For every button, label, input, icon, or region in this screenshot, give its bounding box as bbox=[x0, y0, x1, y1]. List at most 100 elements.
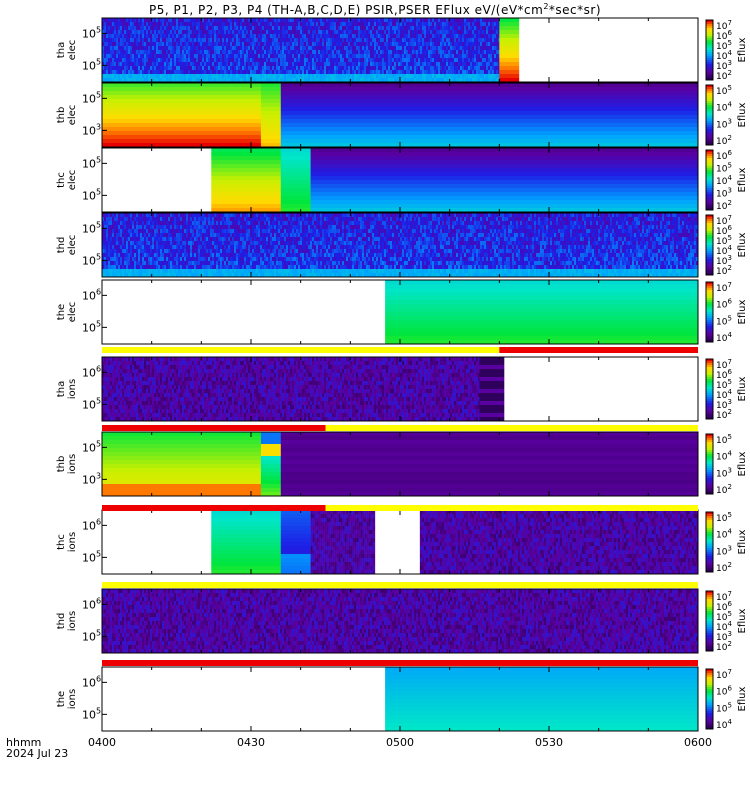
spectrogram-cell bbox=[262, 233, 265, 238]
spectrogram-cell bbox=[256, 225, 259, 230]
spectrogram-cell bbox=[314, 78, 317, 83]
spectrogram-cell bbox=[130, 253, 133, 258]
colorbar-cell bbox=[706, 111, 713, 114]
spectrogram-cell bbox=[338, 46, 341, 51]
spectrogram-cell bbox=[238, 225, 241, 230]
spectrogram-cell bbox=[262, 78, 265, 83]
spectrogram-cell bbox=[276, 18, 279, 23]
spectrogram-cell bbox=[138, 225, 141, 230]
spectrogram-cell bbox=[448, 46, 451, 51]
spectrogram-cell bbox=[474, 34, 477, 39]
spectrogram-cell bbox=[246, 245, 249, 250]
spectrogram-cell bbox=[274, 22, 277, 27]
spectrogram-cell bbox=[212, 265, 215, 270]
spectrogram-cell bbox=[178, 253, 181, 258]
spectrogram-cell bbox=[210, 62, 213, 67]
spectrogram-cell bbox=[128, 217, 131, 222]
spectrogram-cell bbox=[328, 30, 331, 35]
spectrogram-cell bbox=[280, 245, 283, 250]
spectrogram-cell bbox=[152, 38, 155, 43]
spectrogram-cell bbox=[252, 46, 255, 51]
spectrogram-cell bbox=[216, 70, 219, 75]
spectrogram-cell bbox=[276, 58, 279, 63]
spectrogram-cell bbox=[280, 66, 283, 71]
spectrogram-cell bbox=[186, 225, 189, 230]
spectrogram-cell bbox=[372, 54, 375, 59]
spectrogram-cell bbox=[298, 50, 301, 55]
spectrogram-cell bbox=[478, 70, 481, 75]
spectrogram-cell bbox=[450, 22, 453, 27]
spectrogram-cell bbox=[444, 46, 447, 51]
spectrogram-cell bbox=[302, 34, 305, 39]
spectrogram-cell bbox=[366, 78, 369, 83]
spectrogram-cell bbox=[240, 58, 243, 63]
spectrogram-cell bbox=[116, 241, 119, 246]
spectrogram-cell bbox=[266, 229, 269, 234]
spectrogram-cell bbox=[240, 245, 243, 250]
spectrogram-cell bbox=[436, 42, 439, 47]
spectrogram-cell bbox=[140, 237, 143, 242]
spectrogram-cell bbox=[254, 249, 257, 254]
spectrogram-cell bbox=[410, 58, 413, 63]
spectrogram-cell bbox=[270, 70, 273, 75]
spectrogram-cell bbox=[108, 213, 111, 218]
spectrogram-cell bbox=[146, 213, 149, 218]
colorbar-cell bbox=[706, 38, 713, 41]
spectrogram-cell bbox=[194, 213, 197, 218]
colorbar-cell bbox=[706, 174, 713, 177]
spectrogram-cell bbox=[140, 50, 143, 55]
spectrogram-cell bbox=[228, 233, 231, 238]
spectrogram-cell bbox=[244, 46, 247, 51]
spectrogram-cell bbox=[254, 38, 257, 43]
spectrogram-cell bbox=[220, 46, 223, 51]
spectrogram-cell bbox=[108, 34, 111, 39]
spectrogram-cell bbox=[110, 253, 113, 258]
spectrogram-cell bbox=[280, 74, 283, 79]
spectrogram-cell bbox=[122, 261, 125, 266]
spectrogram-cell bbox=[499, 18, 520, 23]
spectrogram-cell bbox=[370, 54, 373, 59]
spectrogram-cell bbox=[198, 265, 201, 270]
spectrogram-cell bbox=[136, 50, 139, 55]
spectrogram-cell bbox=[212, 257, 215, 262]
spectrogram-cell bbox=[278, 221, 281, 226]
spectrogram-cell bbox=[116, 261, 119, 266]
spectrogram-cell bbox=[386, 46, 389, 51]
spectrogram-cell bbox=[218, 46, 221, 51]
spectrogram-cell bbox=[320, 50, 323, 55]
spectrogram-cell bbox=[138, 62, 141, 67]
spectrogram-cell bbox=[258, 217, 261, 222]
spectrogram-cell bbox=[474, 42, 477, 47]
spectrogram-cell bbox=[146, 229, 149, 234]
spectrogram-cell bbox=[278, 18, 281, 23]
spectrogram-cell bbox=[166, 46, 169, 51]
spectrogram-cell bbox=[204, 30, 207, 35]
spectrogram-cell bbox=[126, 265, 129, 270]
spectrogram-cell bbox=[110, 245, 113, 250]
spectrogram-cell bbox=[498, 42, 500, 47]
spectrogram-cell bbox=[264, 50, 267, 55]
spectrogram-cell bbox=[486, 50, 489, 55]
spectrogram-cell bbox=[114, 249, 117, 254]
spectrogram-cell bbox=[168, 58, 171, 63]
spectrogram-cell bbox=[440, 78, 443, 83]
spectrogram-cell bbox=[308, 18, 311, 23]
spectrogram-cell bbox=[418, 50, 421, 55]
spectrogram-cell bbox=[144, 54, 147, 59]
spectrogram-cell bbox=[272, 46, 275, 51]
spectrogram-cell bbox=[216, 22, 219, 27]
spectrogram-cell bbox=[128, 46, 131, 51]
spectrogram-cell bbox=[168, 237, 171, 242]
spectrogram-cell bbox=[292, 66, 295, 71]
spectrogram-cell bbox=[300, 50, 303, 55]
spectrogram-cell bbox=[268, 245, 271, 250]
spectrogram-cell bbox=[114, 70, 117, 75]
spectrogram-cell bbox=[484, 50, 487, 55]
spectrogram-cell bbox=[304, 50, 307, 55]
colorbar-cell bbox=[706, 125, 713, 128]
spectrogram-cell bbox=[294, 70, 297, 75]
spectrogram-cell bbox=[278, 58, 281, 63]
spectrogram-cell bbox=[124, 26, 127, 31]
spectrogram-cell bbox=[456, 62, 459, 67]
spectrogram-cell bbox=[134, 245, 137, 250]
